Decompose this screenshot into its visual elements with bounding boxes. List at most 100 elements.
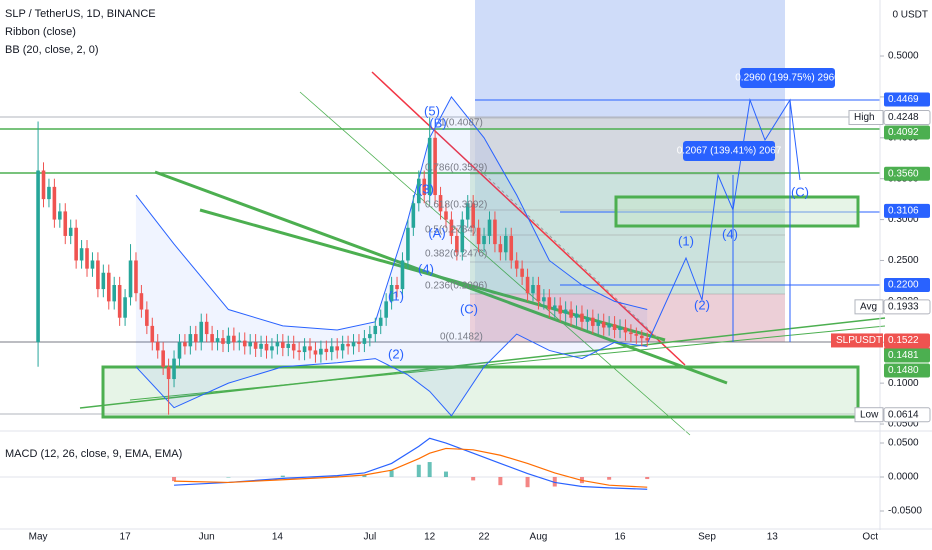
measure-box (683, 141, 775, 161)
price-tag (884, 92, 930, 107)
candle-body (112, 285, 117, 302)
candle-body (558, 305, 562, 314)
price-tag-label: 0.2200 (888, 280, 919, 291)
candle-body (232, 335, 236, 343)
candle-body (335, 346, 340, 351)
price-tag (884, 333, 930, 348)
candle-body (514, 260, 519, 269)
candle-body (645, 338, 650, 341)
histogram-bar (226, 477, 231, 478)
x-tick-label: Aug (530, 532, 548, 543)
candle-body (242, 340, 247, 347)
candle-body (253, 342, 258, 349)
candle-body (504, 235, 508, 253)
histogram-bar (607, 477, 612, 480)
candle-body (471, 203, 475, 228)
candle-body (117, 285, 122, 318)
candle-body (629, 332, 633, 335)
histogram-bar (471, 477, 476, 481)
candle-body (215, 338, 220, 343)
price-tag (884, 166, 930, 181)
candle-body (145, 309, 149, 326)
wave-label: (C) (460, 301, 478, 316)
candle-body (123, 297, 127, 318)
x-tick-label: Jun (199, 532, 215, 543)
candle-body (476, 227, 481, 245)
candle-body (329, 346, 334, 353)
currency-label: 0 USDT (892, 10, 928, 21)
candle-body (607, 324, 611, 328)
candle-body (547, 297, 552, 310)
fib-label: 0.618(0.3092) (425, 200, 487, 211)
candle-body (41, 170, 46, 200)
candle-body (498, 244, 503, 253)
fib-label: 0.5(0.2784) (425, 225, 476, 236)
candle-body (596, 321, 601, 326)
candle-body (422, 178, 427, 196)
candle-body (74, 227, 78, 261)
y-tick-label: 0.1000 (888, 378, 919, 389)
candle-body (52, 186, 57, 220)
price-tag-label: 0.4092 (888, 127, 919, 138)
y-tick-label: 0.0000 (888, 472, 919, 483)
candle-body (47, 186, 51, 200)
y-tick-label: 0.0500 (888, 419, 919, 430)
histogram-bar (645, 477, 650, 480)
histogram-bar (427, 462, 432, 478)
x-tick-label: 14 (272, 532, 284, 543)
fib-label: 0(0.1482) (440, 332, 483, 343)
candle-body (395, 285, 399, 290)
y-tick-label: 0.2500 (888, 255, 919, 266)
candle-body (237, 340, 242, 343)
candle-body (106, 272, 111, 302)
indicator-label: BB (20, close, 2, 0) (5, 44, 99, 56)
price-tag-name: Low (860, 409, 879, 420)
price-tag-label: 0.1481 (888, 350, 919, 361)
trend-line (154, 170, 728, 385)
candle-body (639, 335, 644, 339)
histogram-bar (172, 477, 177, 482)
candle-body (226, 335, 231, 344)
measure-box (740, 68, 835, 88)
candle-body (286, 343, 291, 348)
fib-label: 0.786(0.3529) (425, 163, 487, 174)
price-tag-label: 0.1933 (888, 301, 919, 312)
candle-body (585, 317, 590, 322)
candle-body (618, 327, 622, 330)
wave-label: (C) (791, 184, 809, 199)
candle-body (373, 325, 378, 335)
candle-body (406, 227, 410, 261)
measure-label: 0.2960 (199.75%) 2960 (735, 73, 840, 84)
candle-body (139, 293, 144, 310)
price-tag-label: 0.1522 (888, 335, 919, 346)
candle-body (362, 338, 367, 344)
price-tag (884, 203, 930, 218)
candle-body (433, 137, 437, 196)
candle-body (36, 170, 40, 343)
candle-body (455, 235, 459, 253)
candle-body (63, 211, 68, 236)
candle-body (460, 219, 465, 253)
trend-line (479, 169, 661, 341)
candle-body (291, 343, 296, 351)
candle-body (90, 260, 95, 269)
x-tick-label: Sep (698, 532, 716, 543)
candle-body (199, 321, 204, 343)
drawings (0, 0, 886, 436)
band-fill (135, 96, 648, 416)
price-tag-name-box (854, 299, 884, 315)
candle-body (183, 342, 187, 347)
candle-body (378, 317, 383, 326)
candle-body (308, 346, 312, 351)
candle-body (482, 235, 486, 245)
price-tag (883, 299, 931, 315)
candle-body (444, 211, 448, 220)
macd-title: MACD (12, 26, close, 9, EMA, EMA) (5, 448, 182, 460)
trend-line (79, 317, 886, 409)
price-tag (884, 125, 930, 140)
wave-label: (1) (388, 288, 404, 303)
candle-body (411, 203, 416, 228)
candle-body (542, 297, 546, 302)
candle-body (368, 334, 372, 339)
